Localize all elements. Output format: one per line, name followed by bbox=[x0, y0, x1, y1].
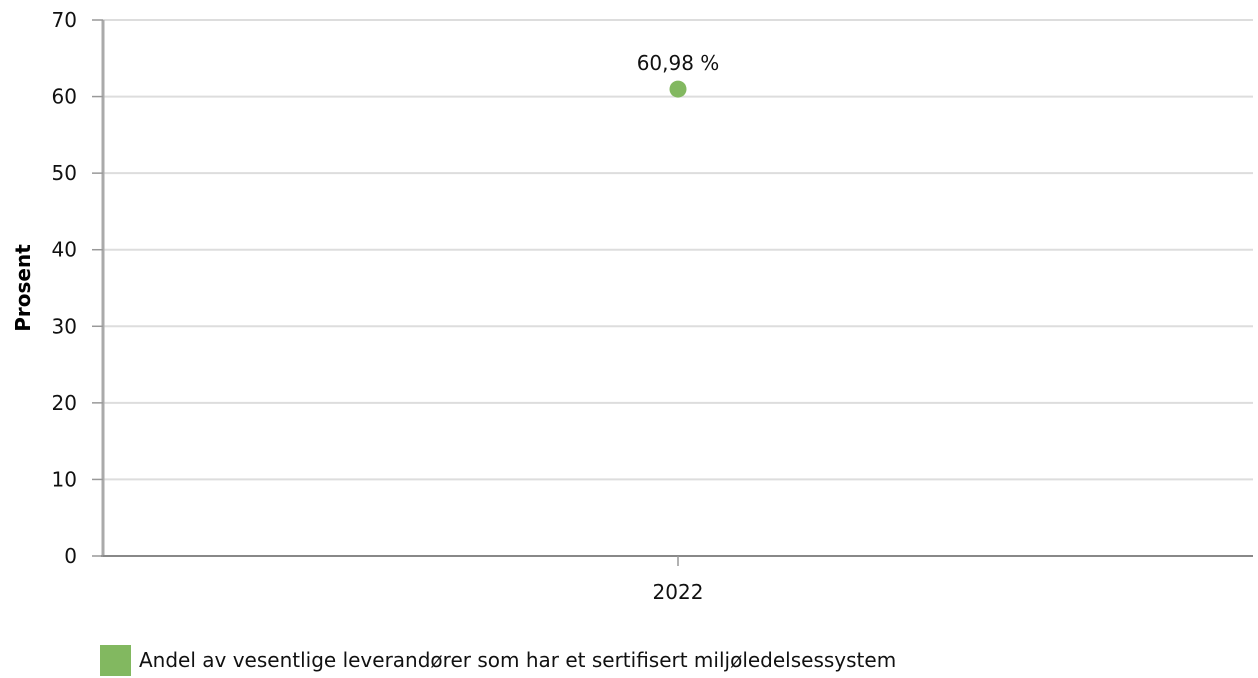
y-tick-label: 30 bbox=[52, 314, 77, 338]
y-tick-label: 50 bbox=[52, 161, 77, 185]
axes bbox=[101, 20, 1253, 557]
y-tick-label: 10 bbox=[52, 467, 77, 491]
legend[interactable]: Andel av vesentlige leverandører som har… bbox=[100, 644, 896, 676]
y-tick-label: 70 bbox=[52, 8, 77, 32]
legend-swatch bbox=[100, 644, 131, 676]
data-label: 60,98 % bbox=[637, 51, 720, 75]
x-tick-label: 2022 bbox=[653, 580, 704, 604]
y-tick-label: 60 bbox=[52, 85, 77, 109]
y-tick-label: 0 bbox=[64, 544, 77, 568]
data-points: 60,98 % bbox=[637, 51, 720, 98]
chart: 0 10 20 30 40 50 60 70 2022 Prosent 60,98 % bbox=[11, 8, 1253, 604]
data-point[interactable] bbox=[669, 80, 687, 98]
y-axis-label: Prosent bbox=[11, 244, 35, 332]
x-axis-ticks: 2022 bbox=[653, 556, 704, 604]
y-axis-ticks: 0 10 20 30 40 50 60 70 bbox=[52, 8, 103, 568]
y-tick-label: 40 bbox=[52, 238, 77, 262]
legend-label: Andel av vesentlige leverandører som har… bbox=[139, 648, 897, 672]
y-tick-label: 20 bbox=[52, 391, 77, 415]
